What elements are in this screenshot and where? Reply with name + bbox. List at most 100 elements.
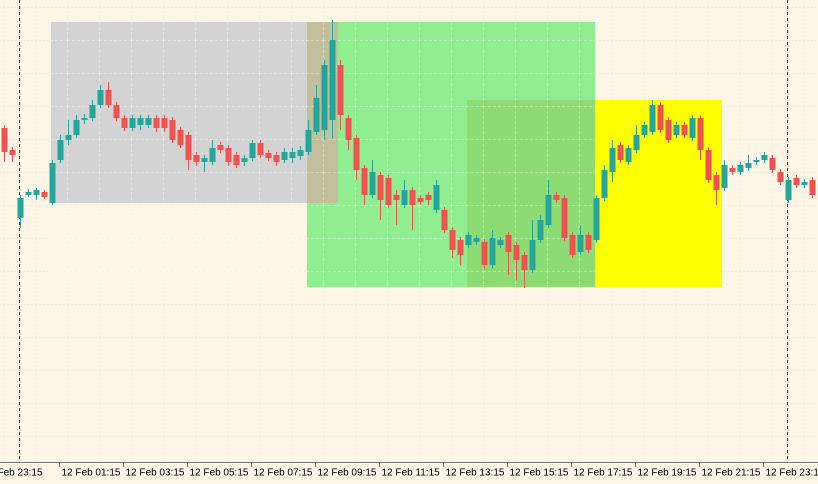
candle-body (697, 118, 704, 150)
candle-body (465, 235, 472, 245)
zone-grid (51, 22, 595, 287)
candle-body (761, 155, 768, 160)
x-tick-label: 12 Feb 23:15 (766, 468, 818, 479)
candle-body (57, 140, 64, 160)
candle-body (393, 195, 400, 200)
candle-body (449, 230, 456, 250)
x-tick-label: 12 Feb 19:15 (638, 468, 697, 479)
x-tick-label: 12 Feb 13:15 (446, 468, 505, 479)
candle-body (569, 235, 576, 255)
candle-body (257, 143, 264, 155)
candle-body (457, 240, 464, 255)
candle-body (649, 105, 656, 132)
candle-body (721, 165, 728, 188)
candle-body (481, 242, 488, 265)
candle-body (345, 118, 352, 140)
candle-body (409, 190, 416, 205)
candle-body (209, 148, 216, 162)
candle-body (633, 135, 640, 150)
candle-body (281, 152, 288, 160)
candle-body (433, 185, 440, 210)
x-tick-label: 12 Feb 01:15 (62, 468, 121, 479)
candle-body (617, 145, 624, 160)
candle-body (49, 163, 56, 203)
candle-body (137, 118, 144, 125)
candle-body (553, 195, 560, 200)
candle-body (777, 172, 784, 182)
x-tick-label: 12 Feb 11:15 (382, 468, 441, 479)
candle-body (289, 152, 296, 158)
candle-body (545, 195, 552, 225)
candle-body (513, 245, 520, 260)
candle-body (521, 255, 528, 270)
candle-body (105, 90, 112, 105)
candle-body (377, 175, 384, 200)
candle-body (65, 135, 72, 140)
x-tick-label: 12 Feb 03:15 (126, 468, 185, 479)
candle-body (609, 148, 616, 172)
candle-body (129, 118, 136, 128)
candle-body (273, 155, 280, 162)
candle-body (601, 170, 608, 198)
candle-body (73, 120, 80, 135)
candle-body (441, 210, 448, 230)
candle-body (217, 145, 224, 150)
candle-body (249, 143, 256, 158)
x-tick-label: 12 Feb 21:15 (702, 468, 761, 479)
candle-body (265, 153, 272, 158)
candle-body (1, 128, 8, 152)
candle-body (321, 65, 328, 130)
candle-body (193, 155, 200, 162)
candle-body (185, 135, 192, 160)
candle-body (241, 158, 248, 162)
candle-body (505, 235, 512, 252)
candle-body (97, 90, 104, 105)
candle-body (369, 172, 376, 195)
candle-body (401, 190, 408, 205)
candle-body (529, 240, 536, 270)
candle-body (729, 168, 736, 172)
x-tick-label: 12 Feb 05:15 (190, 468, 249, 479)
candle-body (361, 168, 368, 195)
candle-body (537, 220, 544, 240)
candle-body (25, 192, 32, 195)
candle-body (121, 118, 128, 128)
candle-body (169, 120, 176, 140)
candle-body (385, 178, 392, 205)
candle-body (17, 198, 24, 218)
candle-body (689, 118, 696, 138)
candle-body (233, 155, 240, 165)
candle-body (9, 150, 16, 155)
candle-body (161, 118, 168, 128)
candle-body (785, 180, 792, 200)
candle-body (425, 195, 432, 200)
candle-body (305, 130, 312, 152)
candle-body (113, 105, 120, 118)
candle-body (753, 160, 760, 162)
candle-body (681, 125, 688, 135)
candle-body (561, 198, 568, 238)
candle-body (417, 198, 424, 202)
candle-body (801, 182, 808, 185)
candle-body (497, 240, 504, 245)
candle-body (201, 158, 208, 162)
candle-body (41, 192, 48, 197)
candle-body (577, 235, 584, 252)
x-tick-label: 12 Feb 07:15 (254, 468, 313, 479)
candle-body (673, 125, 680, 135)
candle-body (793, 178, 800, 185)
candle-body (329, 40, 336, 120)
candle-body (89, 105, 96, 118)
candle-body (337, 65, 344, 115)
candle-body (33, 190, 40, 195)
candle-body (657, 105, 664, 130)
candle-body (641, 125, 648, 135)
x-tick-label: 12 Feb 17:15 (574, 468, 633, 479)
candle-body (809, 180, 816, 195)
candle-body (593, 198, 600, 240)
candle-body (153, 118, 160, 128)
candle-body (145, 118, 152, 125)
candle-body (225, 148, 232, 162)
candle-body (665, 120, 672, 140)
candle-body (353, 138, 360, 170)
